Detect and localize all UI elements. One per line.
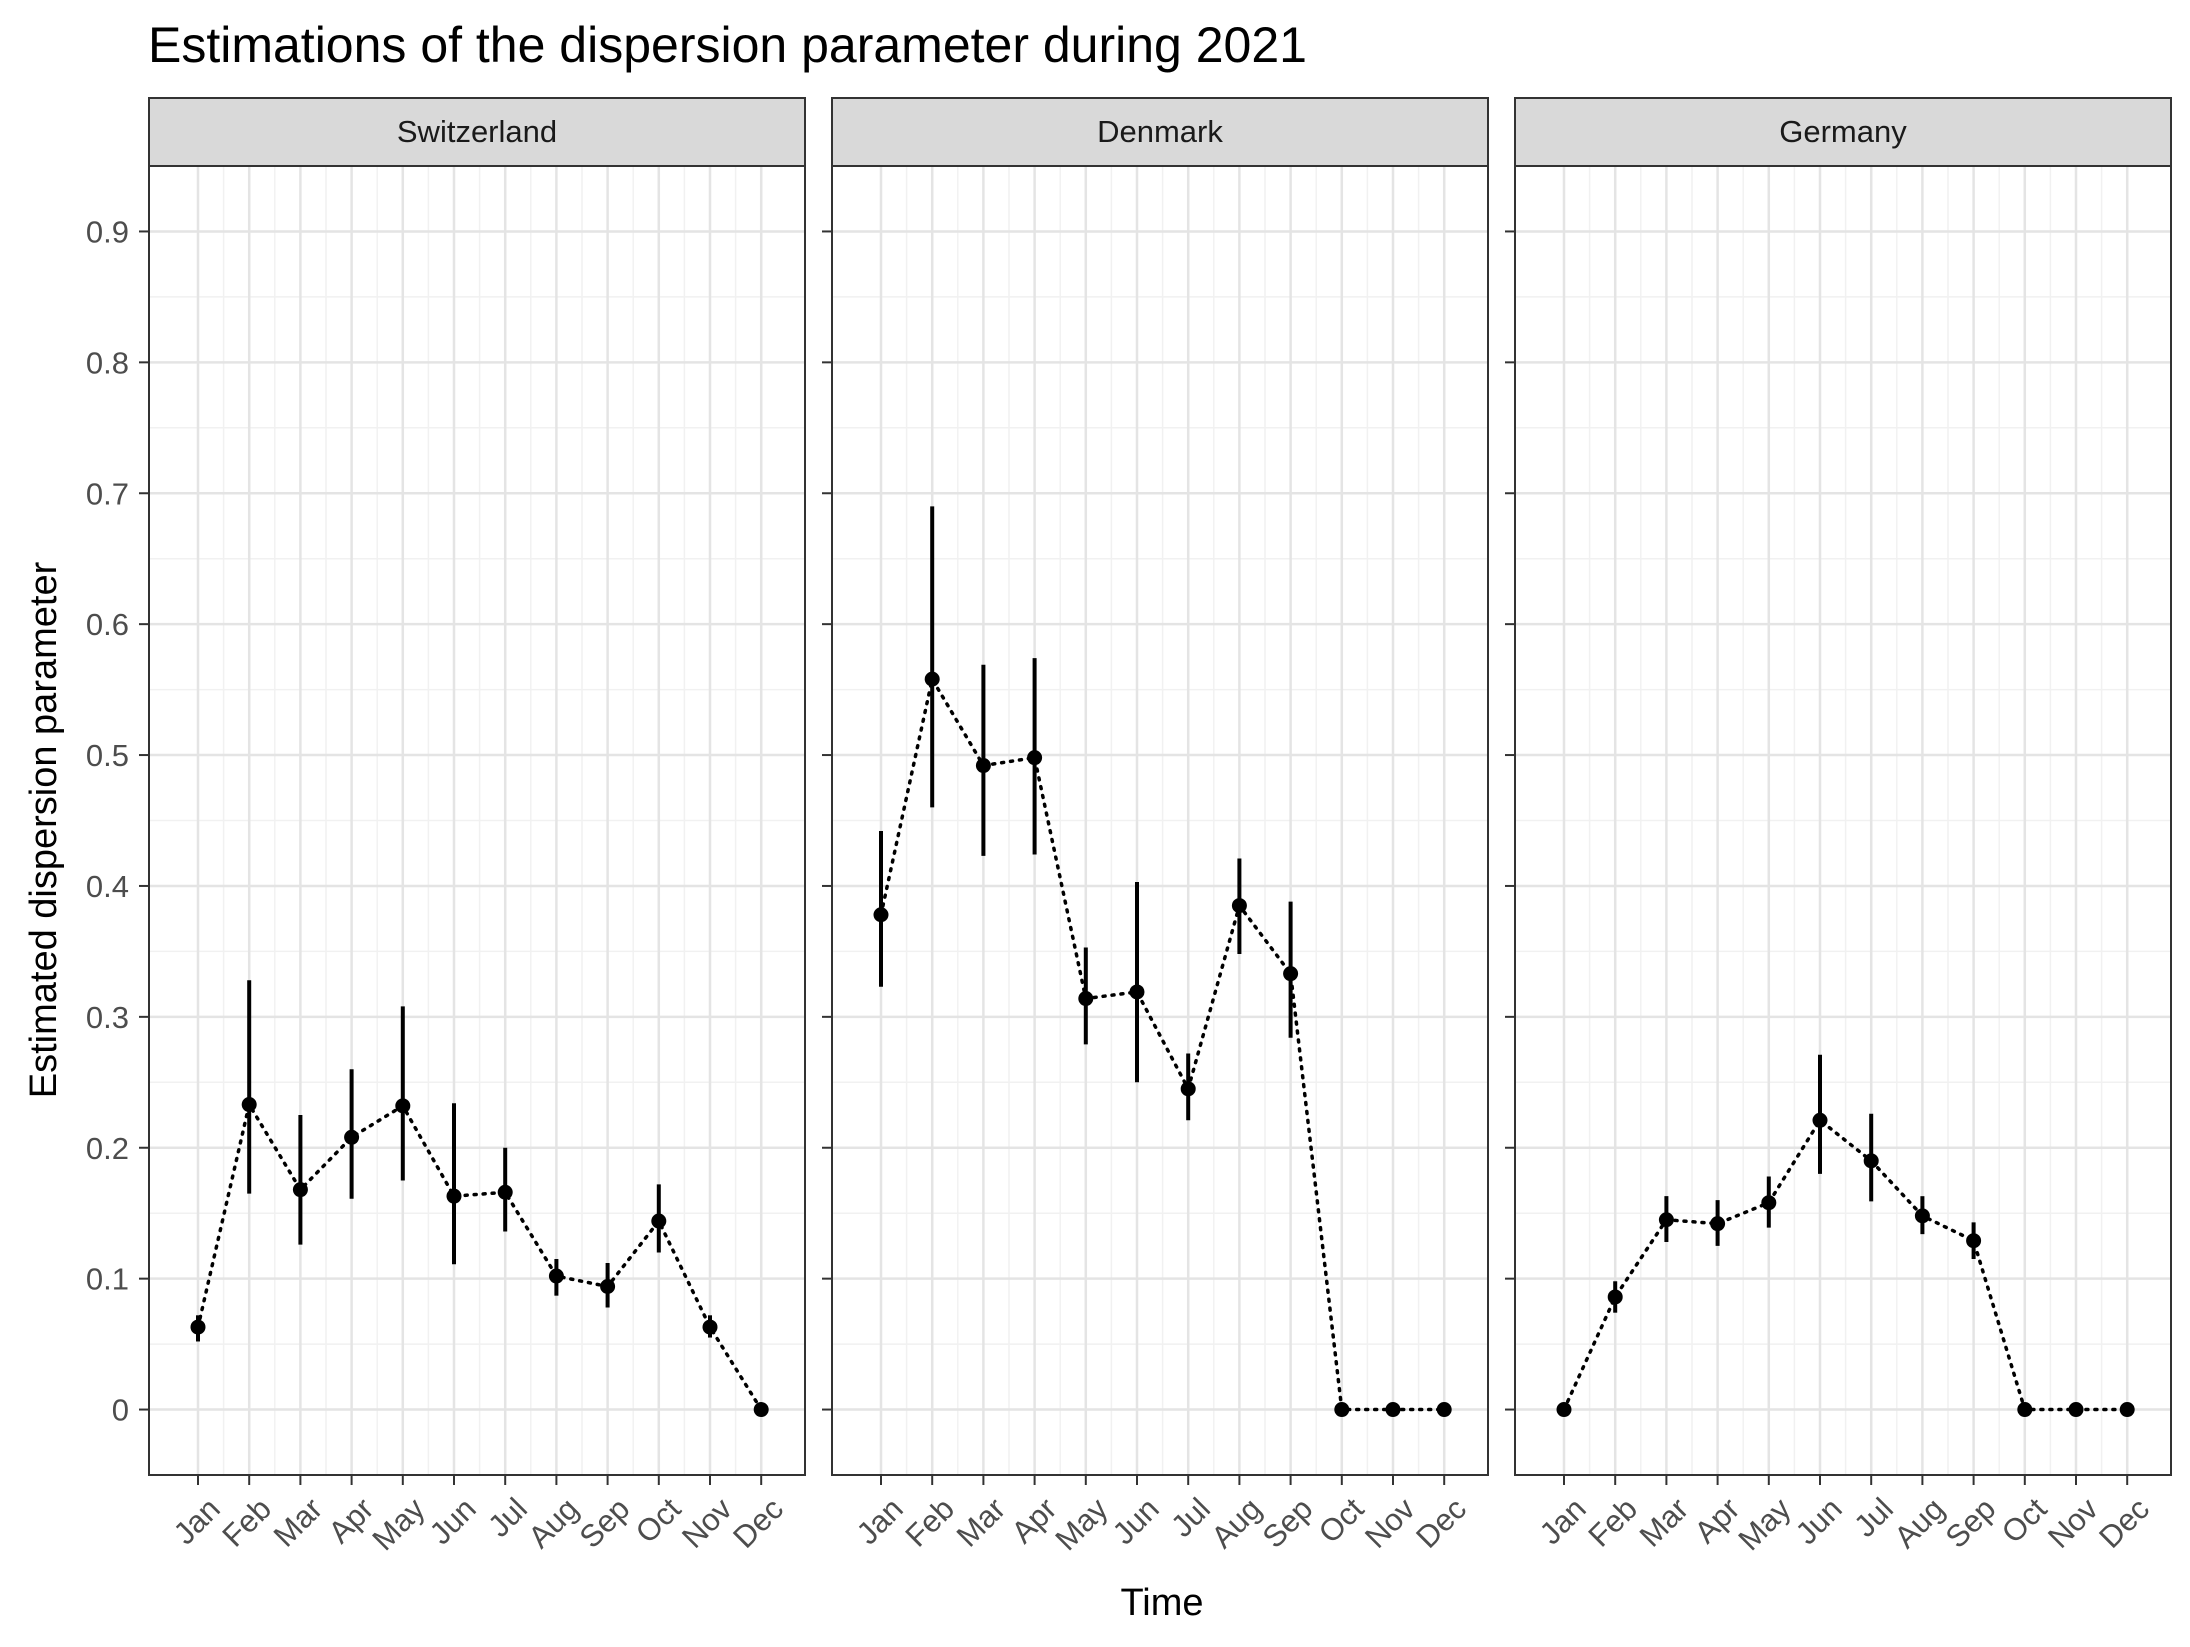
x-tick-label: Aug (521, 1491, 585, 1555)
x-tick-label: Jun (1789, 1491, 1849, 1551)
x-tick-label: Feb (215, 1491, 278, 1554)
data-point (873, 907, 889, 923)
x-tick-label: Nov (1358, 1491, 1422, 1555)
y-tick-label: 0.1 (86, 1262, 129, 1297)
data-point (975, 758, 991, 774)
x-tick-label: Mar (267, 1491, 330, 1554)
data-point (1027, 750, 1043, 766)
x-tick-label: Oct (629, 1491, 688, 1550)
data-point (1863, 1153, 1879, 1169)
x-axis-label: Time (1120, 1582, 1203, 1624)
facet-strip-label: Denmark (1097, 114, 1223, 149)
data-point (1761, 1195, 1777, 1211)
data-point (1914, 1208, 1930, 1224)
x-tick-label: Aug (1887, 1491, 1951, 1555)
data-point (190, 1319, 206, 1335)
x-tick-label: Jan (167, 1491, 227, 1551)
data-point (924, 671, 940, 687)
facet-strip-label: Switzerland (397, 114, 557, 149)
data-point (1658, 1212, 1674, 1228)
x-tick-label: May (1731, 1491, 1798, 1558)
x-tick-label: Oct (1995, 1491, 2054, 1550)
data-point (1129, 984, 1145, 1000)
data-point (2068, 1402, 2084, 1418)
x-tick-label: Sep (573, 1491, 637, 1555)
data-point (292, 1182, 308, 1198)
data-point (1231, 898, 1247, 914)
facets-layer: SwitzerlandJanFebMarAprMayJunJulAugSepOc… (86, 97, 2172, 1558)
x-tick-label: Jun (1106, 1491, 1166, 1551)
y-axis-label: Estimated dispersion parameter (23, 561, 65, 1098)
y-tick-label: 0.5 (86, 738, 129, 773)
x-tick-label: Mar (1633, 1491, 1696, 1554)
x-tick-label: Jan (850, 1491, 910, 1551)
x-tick-label: Oct (1312, 1491, 1371, 1550)
x-tick-label: Nov (2041, 1491, 2105, 1555)
x-tick-label: Dec (2092, 1491, 2156, 1555)
x-tick-label: Dec (726, 1491, 790, 1555)
data-point (548, 1268, 564, 1284)
facet-panel-1: DenmarkJanFebMarAprMayJunJulAugSepOctNov… (822, 97, 1489, 1558)
data-point (2017, 1402, 2033, 1418)
x-tick-label: May (1048, 1491, 1115, 1558)
data-point (2119, 1402, 2135, 1418)
facet-panel-2: GermanyJanFebMarAprMayJunJulAugSepOctNov… (1505, 97, 2172, 1558)
data-point (446, 1188, 462, 1204)
y-tick-label: 0.9 (86, 214, 129, 249)
x-tick-label: Feb (898, 1491, 961, 1554)
x-tick-label: Mar (950, 1491, 1013, 1554)
data-point (1283, 966, 1299, 982)
data-point (395, 1098, 411, 1114)
facet-panel-0: SwitzerlandJanFebMarAprMayJunJulAugSepOc… (86, 97, 806, 1558)
y-tick-label: 0 (112, 1393, 129, 1428)
y-tick-label: 0.6 (86, 607, 129, 642)
data-point (1180, 1081, 1196, 1097)
x-tick-label: Aug (1204, 1491, 1268, 1555)
x-tick-label: May (365, 1491, 432, 1558)
series-line-germany (1562, 1117, 2129, 1412)
data-point (1556, 1402, 1572, 1418)
chart-title: Estimations of the dispersion parameter … (148, 17, 1307, 73)
x-tick-label: Sep (1256, 1491, 1320, 1555)
data-point (1710, 1216, 1726, 1232)
y-tick-label: 0.2 (86, 1131, 129, 1166)
data-point (600, 1279, 616, 1295)
x-tick-label: Jan (1533, 1491, 1593, 1551)
data-point (1078, 991, 1094, 1007)
data-point (1334, 1402, 1350, 1418)
x-tick-label: Nov (675, 1491, 739, 1555)
x-tick-label: Feb (1581, 1491, 1644, 1554)
y-tick-label: 0.8 (86, 345, 129, 380)
x-tick-label: Sep (1939, 1491, 2003, 1555)
y-tick-label: 0.4 (86, 869, 129, 904)
data-point (241, 1097, 257, 1113)
data-point (1385, 1402, 1401, 1418)
data-point (651, 1213, 667, 1229)
x-tick-label: Apr (1005, 1491, 1064, 1550)
facet-strip (1514, 97, 2172, 167)
facet-strip (831, 97, 1489, 167)
data-point (344, 1129, 360, 1145)
x-tick-label: Apr (322, 1491, 381, 1550)
data-point (702, 1319, 718, 1335)
data-point (497, 1184, 513, 1200)
series-line-denmark (879, 674, 1446, 1412)
y-tick-label: 0.7 (86, 476, 129, 511)
x-tick-label: Jun (423, 1491, 483, 1551)
y-tick-label: 0.3 (86, 1000, 129, 1035)
x-tick-label: Apr (1688, 1491, 1747, 1550)
facet-strip (148, 97, 806, 167)
data-point (753, 1402, 769, 1418)
data-point (1607, 1289, 1623, 1305)
data-point (1812, 1112, 1828, 1128)
x-tick-label: Dec (1409, 1491, 1473, 1555)
data-point (1966, 1233, 1982, 1249)
facet-strip-label: Germany (1779, 114, 1907, 149)
data-point (1436, 1402, 1452, 1418)
